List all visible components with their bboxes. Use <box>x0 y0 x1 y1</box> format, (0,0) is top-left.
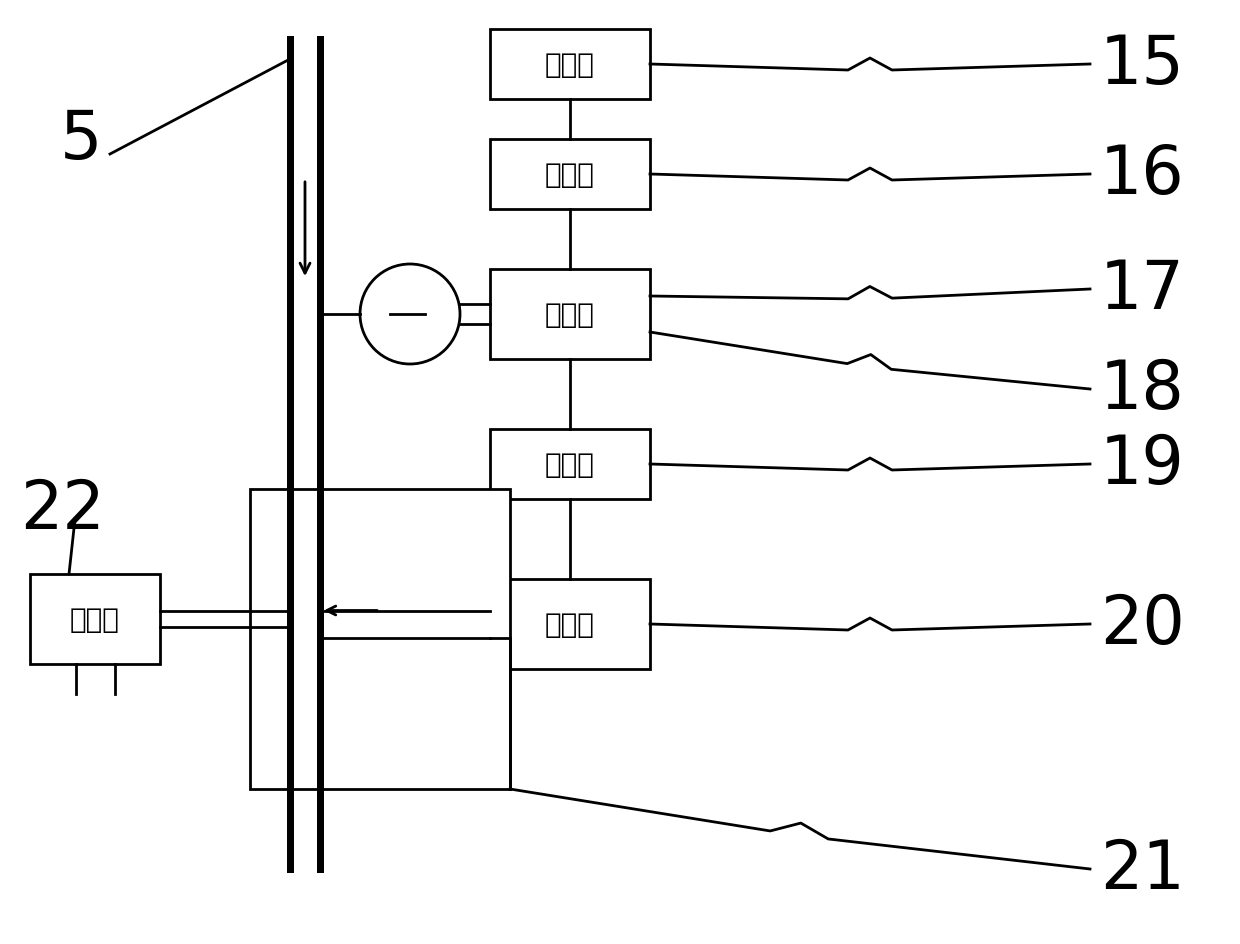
Text: 过滤器: 过滤器 <box>71 605 120 633</box>
Bar <box>250 490 510 789</box>
Bar <box>490 140 650 210</box>
Bar <box>490 580 650 669</box>
Text: 20: 20 <box>1100 591 1184 657</box>
Bar <box>490 30 650 100</box>
Text: 制冷剂: 制冷剂 <box>546 51 595 79</box>
Text: 冷凝箱: 冷凝箱 <box>546 301 595 329</box>
Bar <box>30 574 160 665</box>
Text: 交换器: 交换器 <box>546 611 595 638</box>
Text: 16: 16 <box>1100 142 1184 208</box>
Text: 22: 22 <box>20 477 104 543</box>
Text: 17: 17 <box>1100 257 1185 323</box>
Text: 21: 21 <box>1100 836 1184 902</box>
Text: 压缩机: 压缩机 <box>546 160 595 189</box>
Text: 18: 18 <box>1100 357 1184 423</box>
Bar <box>490 270 650 360</box>
Text: 5: 5 <box>60 107 103 173</box>
Text: 过滤器: 过滤器 <box>546 450 595 479</box>
Bar <box>490 430 650 499</box>
Text: 19: 19 <box>1100 431 1184 497</box>
Text: 15: 15 <box>1100 32 1185 98</box>
